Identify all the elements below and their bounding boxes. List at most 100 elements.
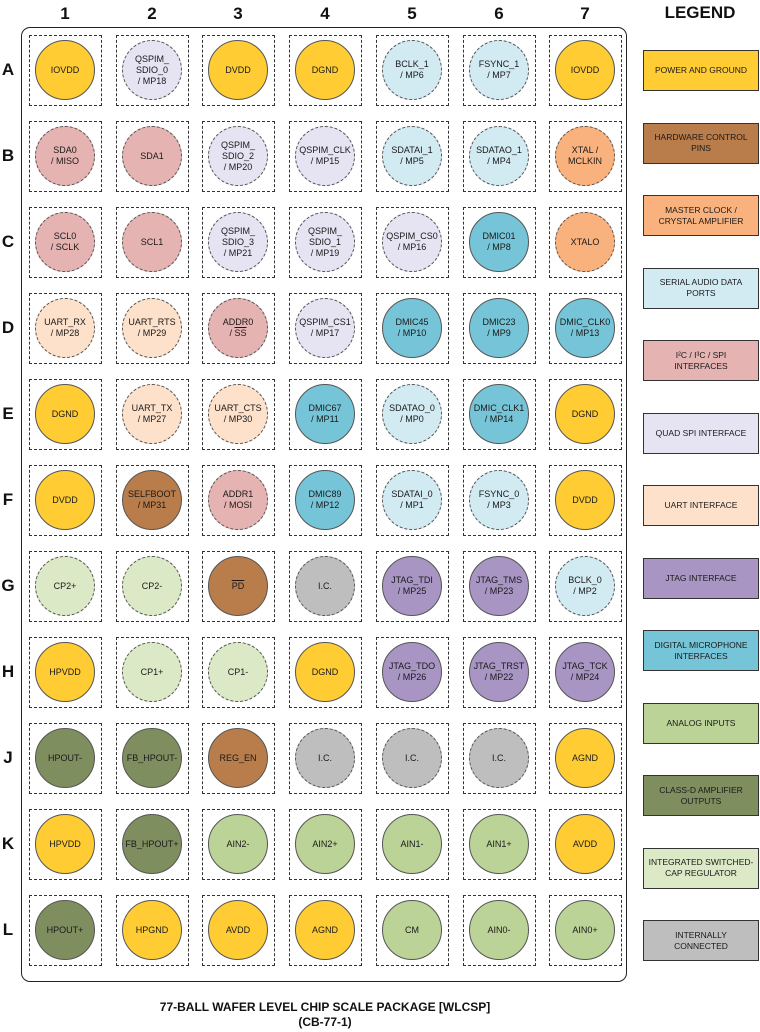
pin-cell xyxy=(463,379,536,450)
ball-B5: SDATAI_1/ MP5 xyxy=(382,126,442,186)
ball-label-line: / MP29 xyxy=(137,328,167,338)
pin-cell xyxy=(376,35,449,106)
ball-label-line: AIN2+ xyxy=(312,838,338,849)
ball-label-line: / MP22 xyxy=(484,672,514,682)
ball-label-line: / MP9 xyxy=(487,328,511,338)
ball-C1: SCL0/ SCLK xyxy=(35,212,95,272)
ball-L6: AIN0- xyxy=(469,900,529,960)
pin-cell xyxy=(289,121,362,192)
ball-F5: SDATAI_0/ MP1 xyxy=(382,470,442,530)
ball-label-line: / MP14 xyxy=(484,414,514,424)
pin-cell xyxy=(116,121,189,192)
ball-E6: DMIC_CLK1/ MP14 xyxy=(469,384,529,444)
pin-cell xyxy=(29,379,102,450)
pin-cell xyxy=(116,637,189,708)
pin-cell xyxy=(29,465,102,536)
column-header: 3 xyxy=(233,4,243,23)
ball-label-line: JTAG_TMS xyxy=(475,575,523,585)
ball-label-line: HPVDD xyxy=(49,666,81,677)
ball-label-line: UART_RX xyxy=(44,317,86,327)
pin-cell xyxy=(202,465,275,536)
pin-cell xyxy=(202,723,275,794)
row-header: A xyxy=(1,60,15,79)
pin-cell xyxy=(463,35,536,106)
ball-C4: QSPIM_ SDIO_1/ MP19 xyxy=(295,212,355,272)
ball-K5: AIN1- xyxy=(382,814,442,874)
ball-label-line: FB_HPOUT+ xyxy=(125,838,179,849)
ball-label-line: AIN1- xyxy=(400,838,424,849)
ball-H2: CP1+ xyxy=(122,642,182,702)
ball-label-line: DMIC_CLK1 xyxy=(473,403,525,413)
ball-label-line: DGND xyxy=(311,666,339,677)
ball-label-line: AIN0- xyxy=(487,924,511,935)
ball-K3: AIN2- xyxy=(208,814,268,874)
ball-F3: ADDR1/ MOSI xyxy=(208,470,268,530)
ball-D4: QSPIM_CS1/ MP17 xyxy=(295,298,355,358)
legend-item-jtag: JTAG INTERFACE xyxy=(643,557,759,599)
pin-cell xyxy=(116,895,189,966)
pin-cell xyxy=(202,293,275,364)
ball-label-line: QSPIM_ xyxy=(307,225,342,236)
ball-label-line: JTAG_TCK xyxy=(562,661,608,671)
ball-A3: DVDD xyxy=(208,40,268,100)
ball-label-line: UART_CTS xyxy=(214,403,262,413)
ball-C5: QSPIM_CS0/ MP16 xyxy=(382,212,442,272)
pin-cell xyxy=(202,809,275,880)
ball-label-line: / MP8 xyxy=(487,242,511,252)
ball-label-line: / MP21 xyxy=(223,247,253,258)
ball-label-line: / MP12 xyxy=(310,500,340,510)
ball-B3: QSPIM_ SDIO_2/ MP20 xyxy=(208,126,268,186)
ball-F2: SELFBOOT / MP31 xyxy=(122,470,182,530)
ball-label-line: / MP3 xyxy=(487,500,511,510)
column-header: 4 xyxy=(320,4,330,23)
legend-item-chgpump: INTEGRATED SWITCHED-CAP REGULATOR xyxy=(643,847,759,889)
legend-item-power: POWER AND GROUND xyxy=(643,50,759,91)
pin-cell xyxy=(116,379,189,450)
ball-B7: XTAL / MCLKIN xyxy=(555,126,615,186)
ball-label-line: CP2- xyxy=(141,580,163,591)
pin-cell xyxy=(549,895,622,966)
pin-cell xyxy=(116,465,189,536)
column-header: 6 xyxy=(494,4,504,23)
legend-item-ic: INTERNALLY CONNECTED xyxy=(643,920,759,961)
ball-L2: HPGND xyxy=(122,900,182,960)
ball-label-line: ADDR1 xyxy=(222,489,254,499)
ball-label-line: XTALO xyxy=(570,236,600,247)
pin-cell xyxy=(29,293,102,364)
ball-label-line: AIN1+ xyxy=(486,838,512,849)
ball-label-line: SDATAO_1 xyxy=(476,145,522,155)
ball-label-line: HPOUT- xyxy=(47,752,82,763)
legend-item-classd: CLASS-D AMPLIFIER OUTPUTS xyxy=(643,775,759,816)
pin-cell xyxy=(376,551,449,622)
ball-G5: JTAG_TDI / MP25 xyxy=(382,556,442,616)
ball-label-line: QSPIM_ xyxy=(134,53,169,64)
pin-cell xyxy=(29,809,102,880)
ball-label-line: / MP23 xyxy=(484,586,514,596)
pin-cell xyxy=(463,551,536,622)
ball-label-line: HPOUT+ xyxy=(46,924,84,935)
pin-cell xyxy=(376,293,449,364)
ball-label-line: DVDD xyxy=(225,64,251,75)
ball-label-line: SDA1 xyxy=(140,150,164,161)
ball-label-line: / MP4 xyxy=(487,156,511,166)
ball-label-line: / MP19 xyxy=(310,247,340,258)
pin-cell xyxy=(29,637,102,708)
ball-C3: QSPIM_ SDIO_3/ MP21 xyxy=(208,212,268,272)
ball-E1: DGND xyxy=(35,384,95,444)
ball-J5: I.C. xyxy=(382,728,442,788)
ball-label-line: / MP26 xyxy=(397,672,427,682)
ball-A5: BCLK_1/ MP6 xyxy=(382,40,442,100)
pin-cell xyxy=(376,379,449,450)
ball-label-line: QSPIM_CS1 xyxy=(299,317,351,327)
ball-G4: I.C. xyxy=(295,556,355,616)
ball-label-line: SDATAO_0 xyxy=(389,403,435,413)
ball-label-line: / MP1 xyxy=(400,500,424,510)
ball-E5: SDATAO_0/ MP0 xyxy=(382,384,442,444)
pin-cell xyxy=(289,35,362,106)
pin-cell xyxy=(463,293,536,364)
pin-cell xyxy=(202,895,275,966)
ball-label-line: HPGND xyxy=(135,924,169,935)
legend-item-analog: ANALOG INPUTS xyxy=(643,702,759,744)
ball-label-line: CP1+ xyxy=(140,666,164,677)
pin-cell xyxy=(289,207,362,278)
